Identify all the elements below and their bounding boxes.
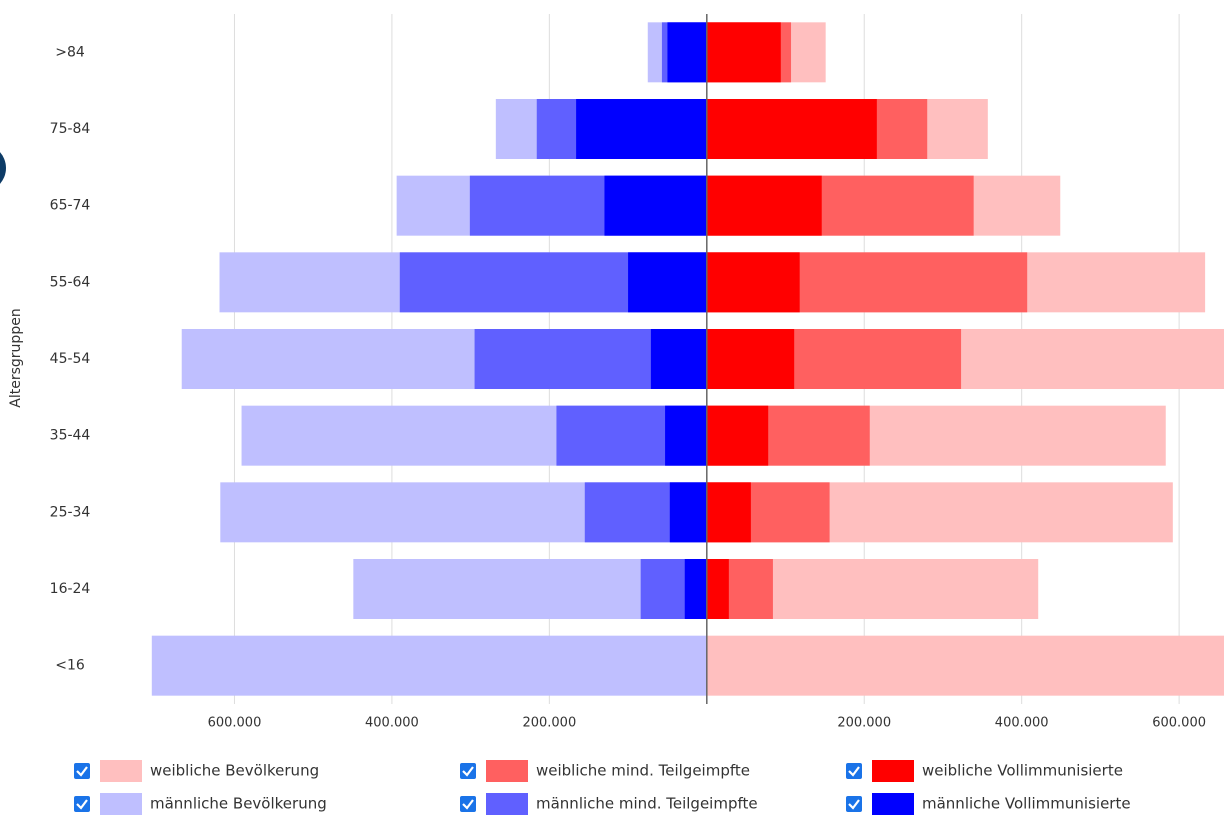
bar [684,559,707,619]
y-axis-title: Altersgruppen [8,308,24,407]
bar [628,252,707,313]
bar [706,175,822,236]
legend-checkbox[interactable] [74,796,90,812]
x-tick-label: 400.000 [365,716,419,731]
legend-swatch[interactable] [872,760,914,782]
bar [706,252,800,313]
y-tick-label: 65-74 [50,198,91,214]
legend-check[interactable] [462,799,474,810]
bar [706,22,781,83]
legend-swatch[interactable] [872,793,914,815]
y-tick-label: 35-44 [50,428,91,444]
x-tick-label: 600.000 [208,716,262,731]
y-tick-label: 16-24 [50,581,91,597]
legend-label[interactable]: weibliche Vollimmunisierte [922,762,1123,780]
bar [706,559,729,619]
legend-checkbox[interactable] [74,763,90,779]
legend-label[interactable]: weibliche mind. Teilgeimpfte [536,762,750,780]
legend-check[interactable] [848,799,860,810]
bar [650,329,707,389]
legend-checkbox[interactable] [846,763,862,779]
legend-checkbox[interactable] [460,796,476,812]
x-tick-label: 200.000 [837,716,891,731]
bar [151,635,707,696]
legend-swatch[interactable] [486,793,528,815]
bar [669,482,707,543]
bars [151,22,1224,696]
bar [706,99,877,159]
legend: weibliche Bevölkerung weibliche mind. Tei… [74,760,1131,815]
legend-check[interactable] [848,766,860,777]
legend-checkbox[interactable] [846,796,862,812]
bar [667,22,707,83]
bar [604,175,707,236]
y-tick-label: >84 [55,44,85,60]
page-badge [0,152,6,184]
legend-label[interactable]: männliche Bevölkerung [150,795,327,813]
legend-label[interactable]: männliche mind. Teilgeimpfte [536,795,758,813]
bar [576,99,707,159]
legend-check[interactable] [76,766,88,777]
bar [665,405,707,466]
bar [706,329,795,389]
legend-label[interactable]: männliche Vollimmunisierte [922,795,1131,813]
y-tick-label: 75-84 [50,121,91,137]
legend-label[interactable]: weibliche Bevölkerung [150,762,319,780]
bar [706,405,769,466]
legend-check[interactable] [462,766,474,777]
bar [706,482,751,543]
legend-swatch[interactable] [100,760,142,782]
x-tick-label: 400.000 [995,716,1049,731]
legend-swatch[interactable] [486,760,528,782]
x-tick-label: 200.000 [522,716,576,731]
legend-checkbox[interactable] [460,763,476,779]
y-tick-label: 45-54 [50,351,91,367]
x-tick-label: 600.000 [1152,716,1206,731]
y-tick-label: 25-34 [50,504,91,520]
bar [706,635,1224,696]
legend-swatch[interactable] [100,793,142,815]
y-tick-label: <16 [55,658,85,674]
legend-check[interactable] [76,799,88,810]
y-tick-label: 55-64 [50,274,91,290]
